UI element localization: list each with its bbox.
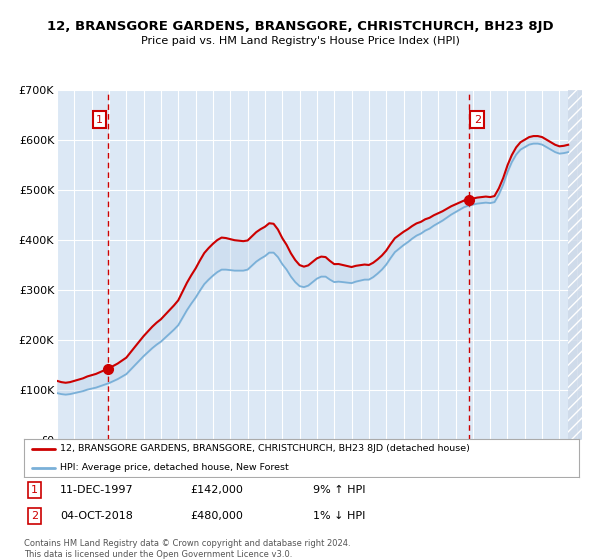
Text: £142,000: £142,000 (191, 486, 244, 496)
Text: Price paid vs. HM Land Registry's House Price Index (HPI): Price paid vs. HM Land Registry's House … (140, 36, 460, 46)
Text: 04-OCT-2018: 04-OCT-2018 (60, 511, 133, 521)
Text: 12, BRANSGORE GARDENS, BRANSGORE, CHRISTCHURCH, BH23 8JD (detached house): 12, BRANSGORE GARDENS, BRANSGORE, CHRIST… (60, 444, 470, 453)
Bar (568, 90, 582, 440)
Text: 2: 2 (474, 115, 481, 125)
Text: Contains HM Land Registry data © Crown copyright and database right 2024.
This d: Contains HM Land Registry data © Crown c… (24, 539, 350, 559)
Text: 1: 1 (31, 486, 38, 496)
Text: £480,000: £480,000 (191, 511, 244, 521)
Text: 9% ↑ HPI: 9% ↑ HPI (313, 486, 365, 496)
Text: 1: 1 (96, 115, 103, 125)
Text: 11-DEC-1997: 11-DEC-1997 (60, 486, 134, 496)
Text: 1% ↓ HPI: 1% ↓ HPI (313, 511, 365, 521)
Text: 12, BRANSGORE GARDENS, BRANSGORE, CHRISTCHURCH, BH23 8JD: 12, BRANSGORE GARDENS, BRANSGORE, CHRIST… (47, 20, 553, 32)
Bar (568, 90, 582, 440)
Text: HPI: Average price, detached house, New Forest: HPI: Average price, detached house, New … (60, 463, 289, 472)
Text: 2: 2 (31, 511, 38, 521)
